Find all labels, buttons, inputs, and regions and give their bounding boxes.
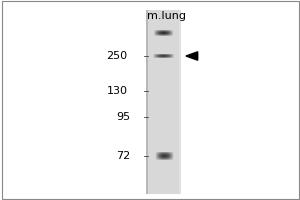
Polygon shape bbox=[186, 52, 198, 60]
Bar bbox=[146, 10, 148, 194]
Text: 95: 95 bbox=[116, 112, 130, 122]
Text: m.lung: m.lung bbox=[147, 11, 186, 21]
Text: 72: 72 bbox=[116, 151, 130, 161]
Bar bbox=[146, 10, 181, 194]
Bar bbox=[179, 10, 181, 194]
Text: 250: 250 bbox=[106, 51, 128, 61]
Text: 130: 130 bbox=[106, 86, 128, 96]
